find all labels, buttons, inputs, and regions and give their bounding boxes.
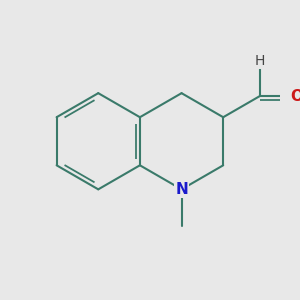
- Text: N: N: [175, 182, 188, 197]
- Text: H: H: [254, 54, 265, 68]
- Text: O: O: [290, 89, 300, 104]
